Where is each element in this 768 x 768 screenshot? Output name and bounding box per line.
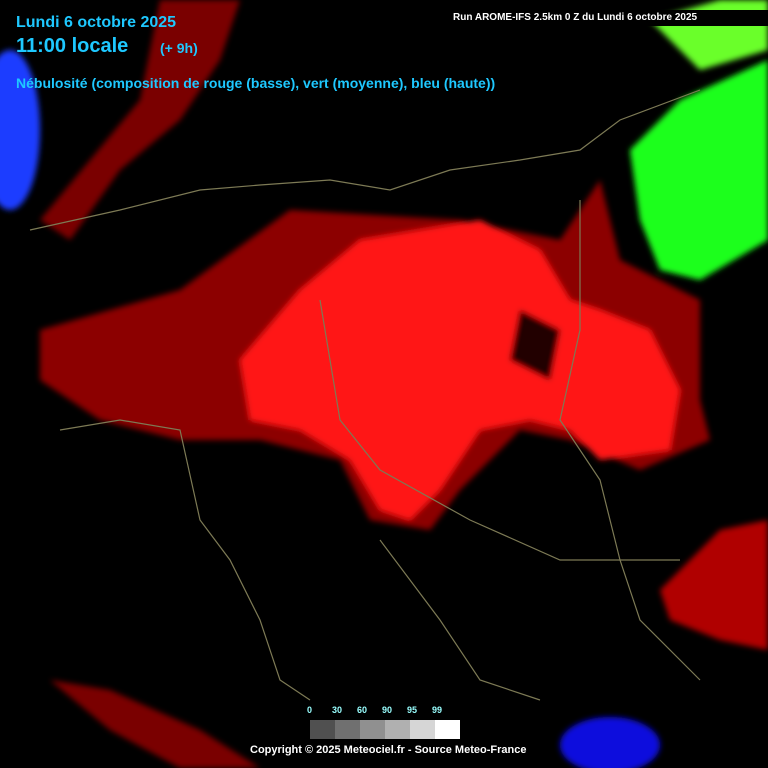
legend-tick: 90	[382, 705, 393, 715]
legend-tick: 30	[332, 705, 343, 715]
legend	[310, 720, 460, 739]
legend-tick: 0	[307, 705, 313, 715]
low-cloud	[660, 520, 768, 650]
legend-box	[435, 720, 460, 739]
border	[559, 200, 701, 681]
border	[379, 539, 541, 701]
offset: (+ 9h)	[160, 40, 198, 56]
legend-box	[410, 720, 435, 739]
legend-box	[335, 720, 360, 739]
run-info: Run AROME-IFS 2.5km 0 Z du Lundi 6 octob…	[445, 10, 768, 26]
high-cloud	[560, 717, 660, 768]
low-cloud	[40, 0, 240, 240]
date: Lundi 6 octobre 2025	[16, 14, 177, 31]
description: Nébulosité (composition de rouge (basse)…	[16, 75, 496, 91]
borders	[29, 89, 701, 701]
legend-box	[310, 720, 335, 739]
low-cloud	[240, 220, 680, 520]
low-cloud	[50, 680, 260, 768]
legend-tick: 95	[407, 705, 418, 715]
coastline	[29, 89, 701, 231]
coastline	[59, 419, 311, 701]
legend-box	[360, 720, 385, 739]
legend-tick: 60	[357, 705, 368, 715]
high-cloud	[0, 50, 40, 210]
legend-tick: 99	[432, 705, 443, 715]
time: 11:00 locale	[16, 35, 129, 57]
border	[319, 299, 680, 561]
mid-cloud	[630, 60, 768, 280]
legend-box	[385, 720, 410, 739]
clear-gap	[510, 310, 560, 380]
copyright: Copyright © 2025 Meteociel.fr - Source M…	[250, 744, 527, 756]
